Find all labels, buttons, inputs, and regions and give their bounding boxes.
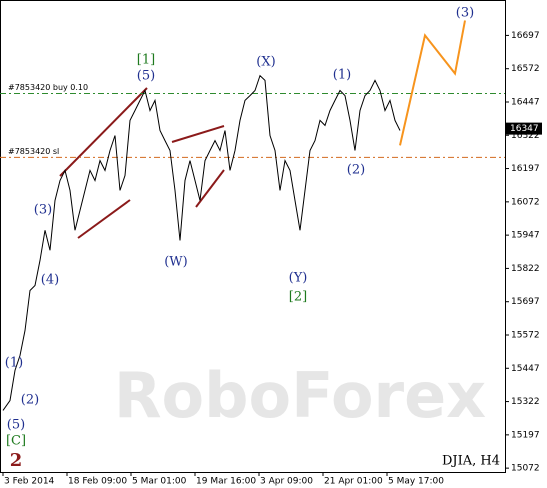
y-tick-label: 15572 xyxy=(511,330,540,340)
wave-label: (3) xyxy=(456,6,474,21)
y-tick-label: 16572 xyxy=(511,64,540,74)
wave-label: (2) xyxy=(347,163,365,178)
y-tick-label: 15447 xyxy=(511,364,540,374)
wave-label: (5) xyxy=(7,418,25,433)
level-label: #7853420 buy 0.10 xyxy=(8,83,88,92)
y-tick-label: 16197 xyxy=(511,164,540,174)
last-price-box xyxy=(506,122,542,135)
level-label: #7853420 sl xyxy=(8,147,59,156)
y-tick-label: 15072 xyxy=(511,464,540,474)
x-tick-label: 5 Mar 01:00 xyxy=(132,477,187,487)
channel-line xyxy=(195,169,225,208)
wave-label: (1) xyxy=(333,68,351,83)
wave-label: (3) xyxy=(34,203,52,218)
series-line xyxy=(399,20,466,146)
wave-label: [1] xyxy=(137,53,155,68)
last-price-label: 16347 xyxy=(510,124,539,134)
wave-label: 2 xyxy=(10,450,23,471)
x-tick-label: 21 Apr 01:00 xyxy=(324,477,383,487)
y-tick-label: 15322 xyxy=(511,397,540,407)
x-tick-label: 5 May 17:00 xyxy=(388,477,444,487)
y-tick-label: 16322 xyxy=(511,131,540,141)
wave-label: (5) xyxy=(137,69,155,84)
wave-label: (1) xyxy=(5,356,23,371)
y-tick-label: 16072 xyxy=(511,197,540,207)
wave-label: (X) xyxy=(256,55,275,70)
symbol-label: DJIA, H4 xyxy=(442,454,500,469)
wave-label: [C] xyxy=(6,434,26,449)
plot-frame xyxy=(0,0,506,473)
y-tick-label: 15197 xyxy=(511,430,540,440)
watermark: RoboForex xyxy=(114,359,486,432)
channel-line xyxy=(171,125,225,143)
y-tick-label: 15822 xyxy=(511,264,540,274)
y-tick-label: 16447 xyxy=(511,97,540,107)
x-tick-label: 3 Feb 2014 xyxy=(4,477,55,487)
wave-label: (2) xyxy=(21,393,39,408)
y-tick-label: 15697 xyxy=(511,297,540,307)
wave-label: [2] xyxy=(289,290,307,305)
wave-label: (Y) xyxy=(289,271,308,286)
wave-label: (4) xyxy=(41,273,59,288)
x-tick-label: 18 Feb 09:00 xyxy=(68,477,127,487)
x-tick-label: 3 Apr 09:00 xyxy=(260,477,313,487)
channel-line xyxy=(59,87,148,177)
x-tick-label: 19 Mar 16:00 xyxy=(196,477,256,487)
y-tick-label: 15947 xyxy=(511,231,540,241)
series-line xyxy=(2,74,401,411)
wave-label: (W) xyxy=(164,255,188,270)
y-tick-label: 16697 xyxy=(511,31,540,41)
channel-line xyxy=(77,199,131,239)
channels xyxy=(59,87,225,239)
